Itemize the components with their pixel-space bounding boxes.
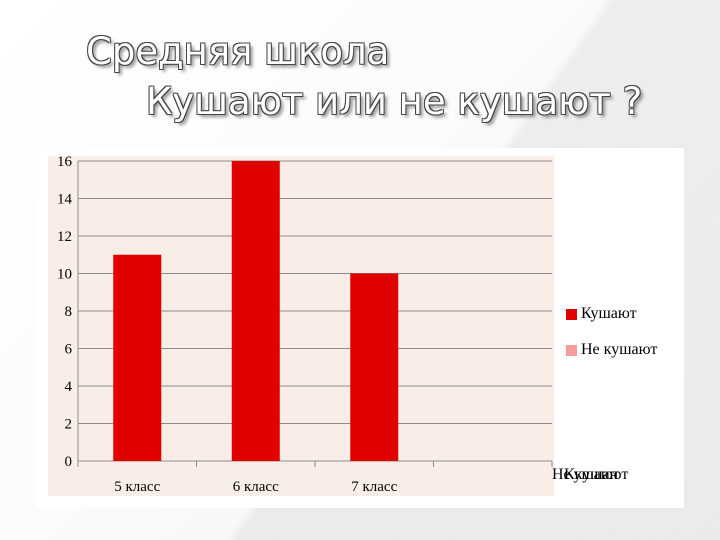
slide-title-line-1: Средняя школа — [86, 30, 390, 73]
y-tick-label-5: 10 — [57, 267, 72, 283]
legend-label-series-1: Кушают — [581, 305, 637, 322]
legend-swatch-series-2 — [566, 344, 577, 356]
slide-title-line-2: Кушают или не кушают ? — [146, 80, 643, 123]
bar-1-1 — [113, 254, 162, 461]
y-tick-label-6: 12 — [57, 229, 72, 245]
chart-legend: Кушают Не кушают — [566, 304, 657, 376]
overlapping-axis-labels: Не кушают Кушают — [552, 466, 662, 490]
bar-chart: 0 2 4 6 8 10 12 14 16 5 класс 6 класс 7 класс — [48, 154, 554, 496]
legend-swatch-series-1 — [566, 308, 577, 320]
y-tick-label-7: 14 — [57, 192, 73, 208]
x-tick-label-3: 7 класс — [351, 479, 397, 495]
y-tick-label-1: 2 — [65, 417, 73, 433]
bar-1-3 — [350, 273, 399, 461]
extra-axis-label-1: Не кушают — [552, 466, 629, 483]
bar-1-2 — [231, 161, 280, 461]
x-tick-label-1: 5 класс — [114, 479, 160, 495]
extra-axis-label-2: Кушают — [564, 466, 620, 483]
y-tick-label-8: 16 — [57, 154, 73, 170]
chart-container: 0 2 4 6 8 10 12 14 16 5 класс 6 класс 7 класс Кушаю… — [36, 148, 684, 508]
legend-item-series-1: Кушают — [566, 304, 657, 324]
legend-item-series-2: Не кушают — [566, 340, 657, 360]
y-tick-label-2: 4 — [65, 379, 73, 395]
y-tick-label-0: 0 — [65, 454, 73, 470]
y-tick-label-4: 8 — [65, 304, 73, 320]
y-tick-label-3: 6 — [65, 342, 73, 358]
legend-label-series-2: Не кушают — [581, 341, 658, 358]
x-tick-label-2: 6 класс — [233, 479, 279, 495]
